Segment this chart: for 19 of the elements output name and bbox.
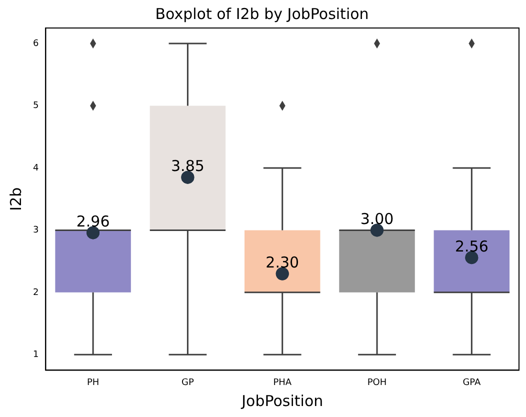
x-tick-label: PHA xyxy=(273,378,292,388)
x-tick-label: POH xyxy=(367,378,387,388)
x-tick-label: PH xyxy=(86,378,100,388)
x-tick-label: GP xyxy=(182,378,194,388)
y-tick-label: 2 xyxy=(32,288,39,298)
text: 2.56 xyxy=(454,237,488,256)
text: 3.85 xyxy=(171,157,204,176)
x-tick-label: GPA xyxy=(462,378,482,388)
text: 2.30 xyxy=(266,254,300,272)
text: 3.00 xyxy=(360,210,394,228)
y-tick-label: 1 xyxy=(32,350,39,360)
x-axis-title: JobPosition xyxy=(240,392,324,410)
chart-title: Boxplot of I2b by JobPosition xyxy=(155,4,369,23)
y-tick-label: 6 xyxy=(32,38,39,49)
text: 2.96 xyxy=(76,212,110,231)
y-tick-label: 4 xyxy=(32,163,39,174)
y-tick-label: 3 xyxy=(32,226,39,236)
y-tick-label: 5 xyxy=(32,101,39,112)
y-axis-title: I2b xyxy=(6,187,25,211)
